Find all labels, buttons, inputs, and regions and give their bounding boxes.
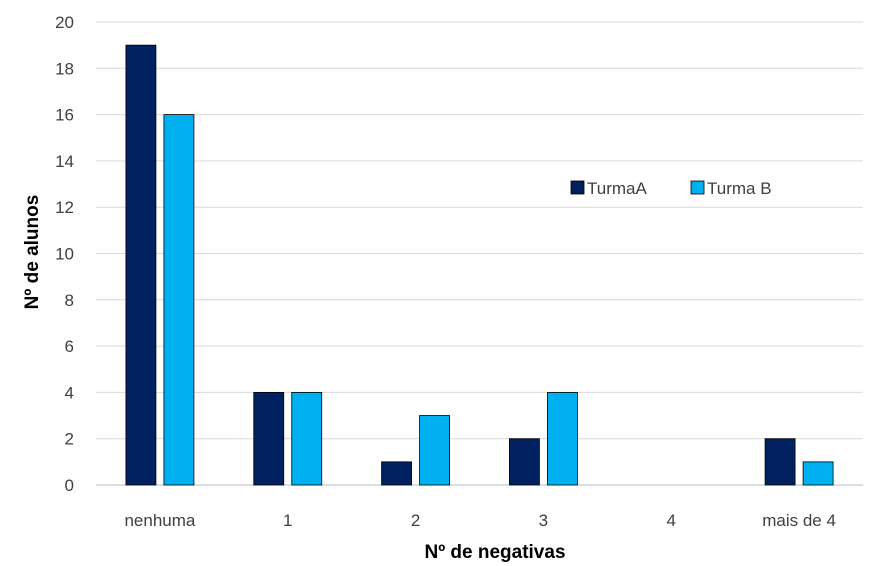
- legend-swatch-turma-a: [570, 180, 585, 195]
- y-tick-label: 0: [65, 476, 74, 495]
- gridlines: [96, 21, 863, 486]
- y-tick-label: 8: [65, 291, 74, 310]
- x-tick-labels: nenhuma 1 2 3 4 mais de 4: [124, 511, 835, 530]
- x-tick-label: 3: [539, 511, 548, 530]
- bars: [125, 44, 834, 486]
- bar-turma-b: [291, 391, 323, 486]
- y-tick-label: 12: [55, 198, 74, 217]
- legend-label-turma-a: TurmaA: [587, 179, 647, 198]
- y-tick-label: 16: [55, 106, 74, 125]
- bar-turma-b: [163, 114, 195, 486]
- bar-turma-b: [547, 391, 578, 486]
- x-tick-label: 2: [411, 511, 420, 530]
- legend-label-turma-b: Turma B: [707, 179, 772, 198]
- y-tick-label: 2: [65, 430, 74, 449]
- bar-turma-a: [381, 461, 412, 486]
- x-axis-title: Nº de negativas: [424, 542, 565, 563]
- y-tick-label: 4: [65, 383, 74, 402]
- x-tick-label: 1: [283, 511, 292, 530]
- y-tick-labels: 0 2 4 6 8 10 12 14 16 18 20: [55, 13, 74, 495]
- y-tick-label: 14: [55, 152, 74, 171]
- bar-turma-a: [509, 438, 540, 486]
- y-tick-label: 6: [65, 337, 74, 356]
- x-tick-label: nenhuma: [124, 511, 195, 530]
- x-tick-label: 4: [667, 511, 676, 530]
- bar-turma-b: [802, 461, 834, 486]
- bar-turma-a: [125, 44, 157, 486]
- y-tick-label: 20: [55, 13, 74, 32]
- legend: TurmaA Turma B: [570, 179, 772, 198]
- bar-turma-a: [253, 391, 285, 486]
- bar-turma-b: [419, 415, 450, 486]
- bar-turma-a: [764, 438, 796, 486]
- y-tick-label: 10: [55, 245, 74, 264]
- y-axis-title: Nº de alunos: [22, 195, 43, 310]
- x-tick-label: mais de 4: [762, 511, 836, 530]
- y-tick-label: 18: [55, 59, 74, 78]
- legend-swatch-turma-b: [690, 180, 705, 195]
